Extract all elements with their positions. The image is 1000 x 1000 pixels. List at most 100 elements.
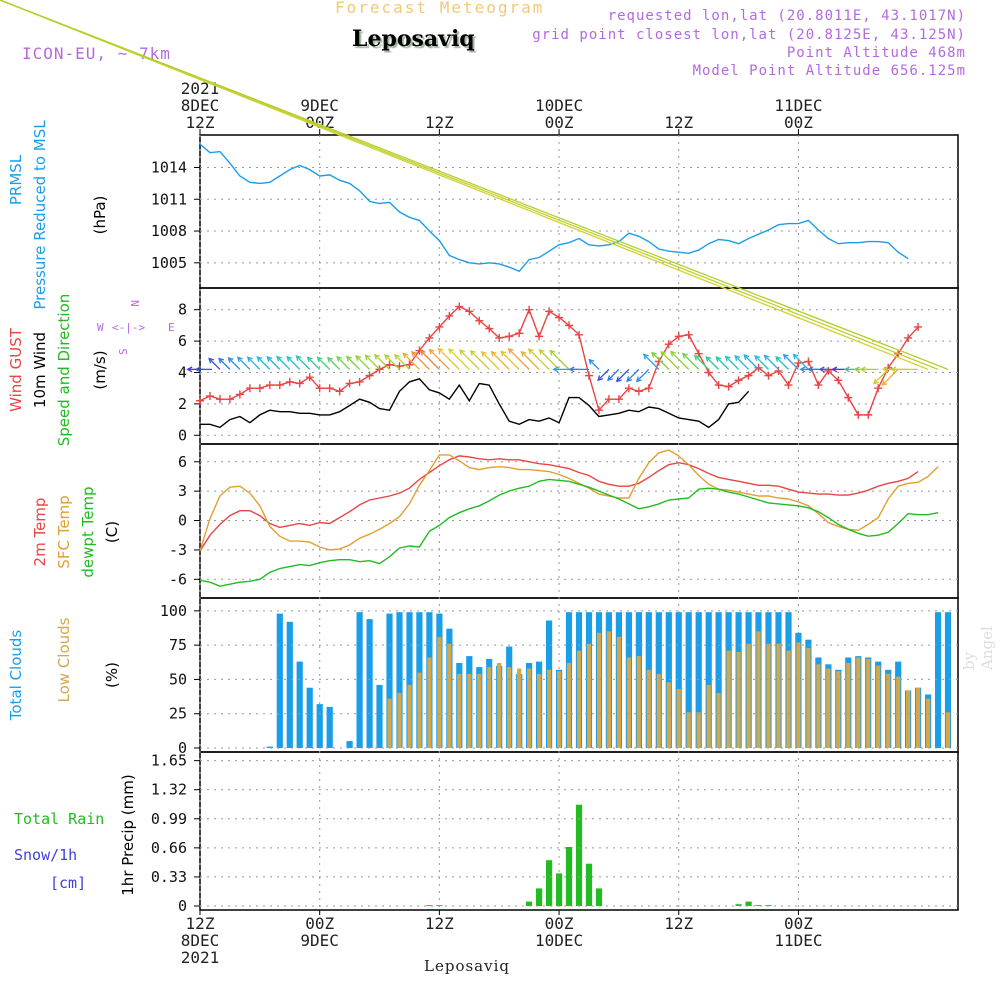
low-clouds-bar [916,687,921,748]
wind-direction-arrow [307,356,321,370]
wind-gust-marker [455,302,464,311]
wind-direction-arrowhead [792,353,799,360]
wind-direction-arrowhead [227,357,234,363]
wind-direction-arrowhead [266,356,273,362]
wind-direction-arrowhead [507,347,514,354]
total-clouds-bar [266,746,273,748]
compass-w: W [97,321,104,334]
wind-direction-arrow [470,350,490,370]
wind-direction-arrowhead [448,348,454,355]
wind-direction-arrowhead [364,354,371,361]
wind-gust-marker [425,333,434,342]
low-clouds-bar [487,667,492,748]
wind-gust-marker [565,321,574,330]
low-clouds-bar [606,631,611,748]
low-clouds-bar [776,643,781,748]
wind-gust-marker [205,392,214,401]
low-clouds-bar [736,652,741,748]
temp-line-1 [199,449,939,552]
y-tick-label: 1.32 [151,781,187,799]
y-tick-label: 0 [178,426,187,444]
wind-gust-marker [624,384,633,393]
low-clouds-bar [686,712,691,748]
compass-arrows: <-|-> [112,321,145,334]
wind-gust-marker [485,324,494,333]
low-clouds-bar [696,712,701,748]
wind-direction-arrowhead [276,355,282,362]
y-axis-3: 0 25 50 75 100 [160,602,958,757]
wind-direction-arrowhead [873,378,879,385]
wind-gust-marker [495,333,504,342]
bottom-time-label: 12Z [186,914,215,933]
wind-direction-arrow [616,368,630,382]
wind-gust-label: Wind GUST [7,327,25,412]
wind-direction-arrow [208,358,221,370]
low-clouds-bar [497,663,502,748]
top-time-label: 12Z [186,113,215,132]
low-clouds-bar [836,671,841,748]
wind-10m-label: 10m Wind [31,332,49,408]
wind-gust-marker [385,360,394,369]
wind-direction-arrowhead [881,366,888,373]
wind-direction-label: Speed and Direction [55,294,73,447]
wind-direction-arrow [459,349,480,370]
point-altitude: Point Altitude 468m [786,45,966,61]
wind-direction-arrowhead [527,348,534,355]
wind-gust-marker [704,368,713,377]
temp-sfc-label: SFC Temp [55,495,73,568]
rain-bar [755,905,762,906]
snow-unit-label: [cm] [50,874,86,892]
wind-direction-arrowhead [316,356,323,363]
total-clouds-bar [675,612,682,748]
wind-direction-arrowhead [373,353,380,360]
temp-dewpt-label: dewpt Temp [79,486,97,577]
wind-direction-arrow [218,358,231,370]
total-clouds-bar [705,612,712,748]
wind-direction-arrowhead [538,348,545,355]
low-clouds-bar [557,671,562,748]
wind-direction-arrow [438,348,460,370]
wind-gust-marker [535,332,544,341]
low-clouds-bar [926,698,931,748]
low-clouds-bar [437,636,442,748]
bottom-time-label: 2021 [181,948,220,967]
model-altitude: Model Point Altitude 656.125m [692,63,966,79]
wind-gust-marker [754,363,763,372]
panel-frame [199,287,959,445]
wind-gust-marker [744,371,753,380]
low-clouds-bar [846,663,851,748]
top-time-label: 8DEC [181,96,220,115]
wind-gust-marker [614,395,623,404]
wind-direction-arrowhead [853,366,860,373]
wind-direction-arrow [538,349,560,370]
pressure-line [199,143,909,273]
wind-direction-arrow [402,352,420,370]
wind-direction-arrow [296,355,311,370]
low-clouds-bar [537,673,542,748]
low-clouds-bar [397,693,402,748]
y-tick-label: 1005 [151,254,187,272]
wind-gust-marker [794,359,803,368]
wind-direction-arrow [682,353,700,370]
wind-direction-arrow [793,353,809,370]
low-clouds-bar [666,682,671,748]
temp-2m-label: 2m Temp [31,498,49,567]
wind-gust-marker [345,379,354,388]
y-tick-label: 1014 [151,158,187,176]
wind-gust-marker [545,307,554,316]
wind-direction-arrowhead [807,366,814,373]
wind-direction-arrowhead [660,350,667,357]
low-clouds-bar [876,665,881,748]
wind-direction-arrowhead [635,376,642,383]
wind-direction-arrowhead [490,350,497,357]
wind-direction-arrow [317,356,331,370]
y-tick-label: 1.65 [151,752,187,770]
wind-gust-marker [734,376,743,385]
wind-gust-marker [684,330,693,339]
total-clouds-bar [296,661,303,748]
wind-speed-line [200,377,750,429]
wind-direction-arrowhead [782,353,789,360]
wind-direction-arrow [775,356,789,370]
wind-direction-arrow [508,348,530,370]
product-title: Forecast Meteogram [335,0,545,17]
